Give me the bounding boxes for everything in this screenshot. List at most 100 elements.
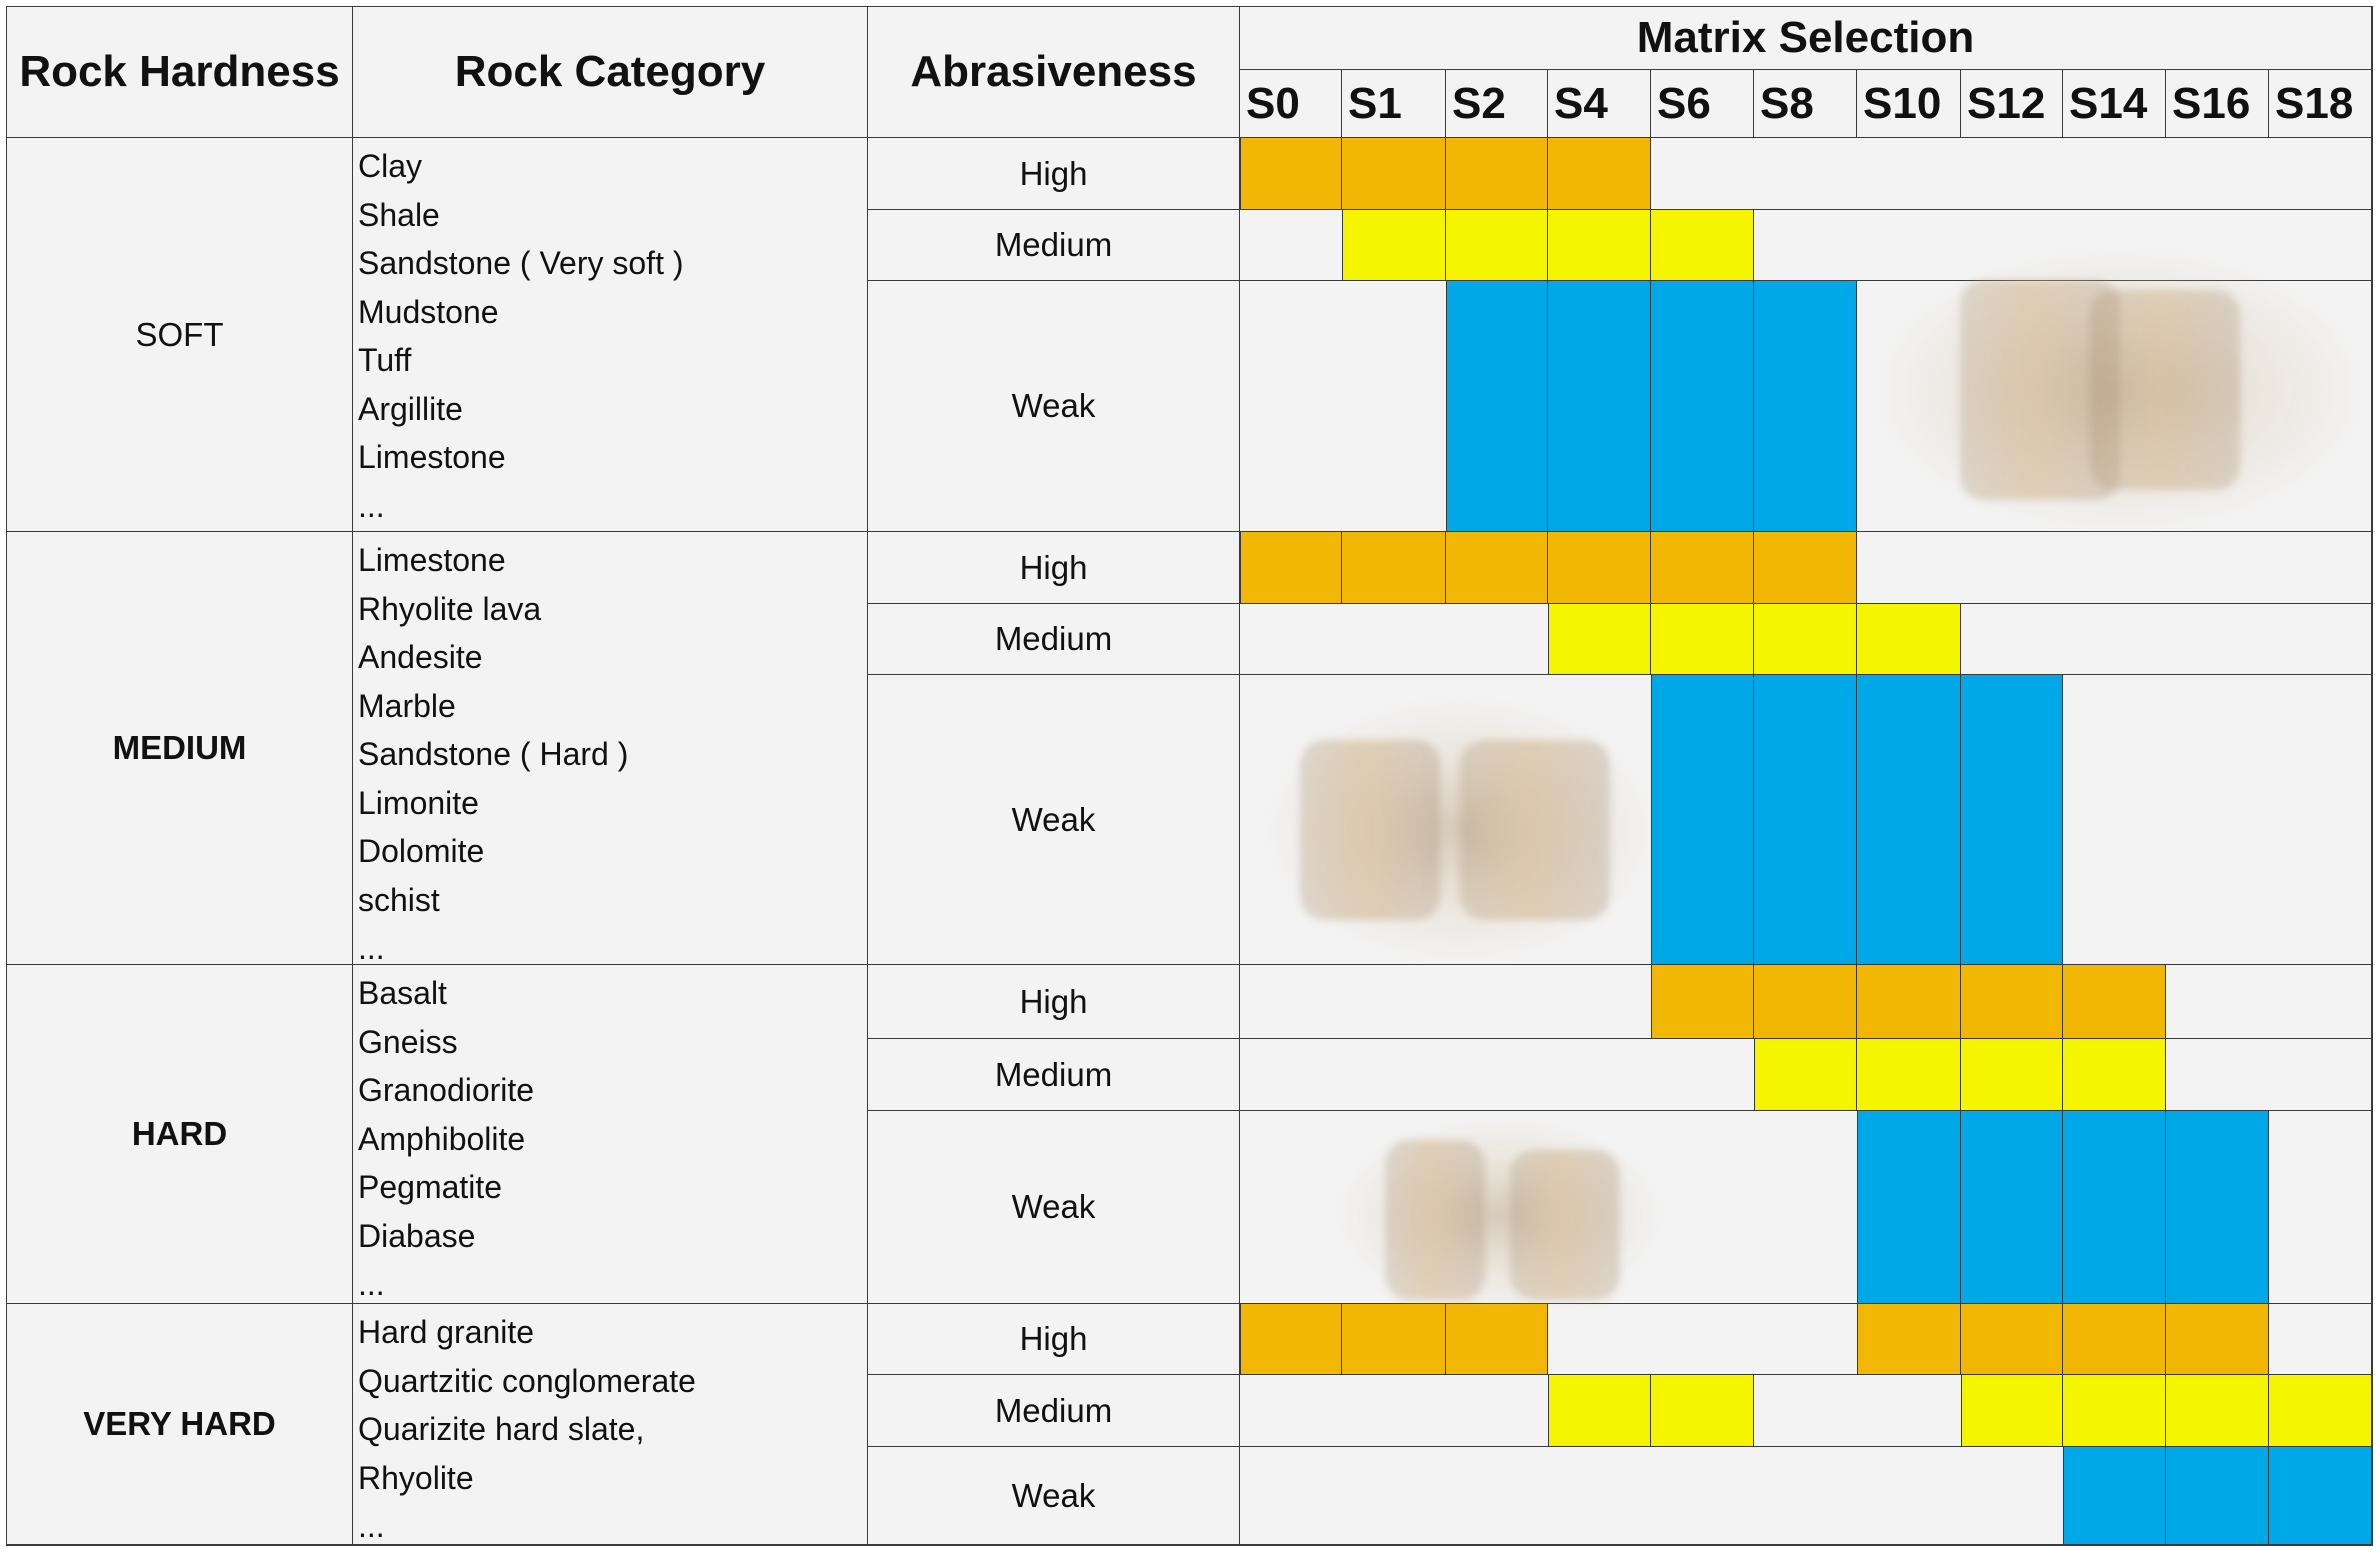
header-abrasiveness: Abrasiveness (868, 7, 1240, 138)
rock-category-item: ... (358, 930, 385, 966)
matrix-cell-medium (1342, 210, 1446, 281)
matrix-cell-weak (1548, 281, 1651, 532)
rock-category-item: Argillite (358, 390, 463, 427)
matrix-cell-high (1446, 1304, 1548, 1375)
rock-hardness-cell: SOFT (7, 138, 353, 532)
matrix-cell-weak (1961, 675, 2063, 965)
drill-bit-icon (1460, 740, 1610, 920)
matrix-column-header: S4 (1548, 70, 1651, 138)
rock-category-item: Rhyolite lava (358, 590, 542, 627)
matrix-cell-medium (1651, 210, 1754, 281)
matrix-cell-medium (1651, 1375, 1754, 1447)
rock-category-cell: Basalt Gneiss Granodiorite Amphibolite Pegma… (353, 965, 868, 1304)
matrix-cell-weak (2063, 1447, 2166, 1545)
matrix-cell-medium (1857, 604, 1961, 675)
abrasiveness-cell: Weak (868, 281, 1240, 532)
rock-category-item: Amphibolite (358, 1120, 526, 1157)
rock-category-cell: Limestone Rhyolite lava Andesite Marble Sand… (353, 532, 868, 966)
matrix-cell-high (2166, 1304, 2269, 1375)
rock-category-item: Tuff (358, 342, 412, 378)
abrasiveness-cell: High (868, 138, 1240, 210)
matrix-column-header: S1 (1342, 70, 1446, 138)
abrasiveness-cell: Weak (868, 675, 1240, 965)
rock-category-item: ... (358, 487, 385, 524)
matrix-cell-medium (1754, 604, 1857, 675)
drill-bit-icon (1385, 1140, 1485, 1300)
rock-category-item: Limestone (358, 542, 506, 578)
header-matrix-selection: Matrix Selection (1240, 7, 2372, 70)
abrasiveness-cell: High (868, 532, 1240, 604)
matrix-cell-high (1651, 965, 1754, 1039)
matrix-cell-high (1342, 138, 1446, 210)
matrix-cell-high (1446, 532, 1548, 604)
matrix-cell-high (1548, 532, 1651, 604)
matrix-cell-high (1857, 965, 1961, 1039)
rock-category-item: Hard granite (358, 1314, 535, 1350)
rock-category-item: Rhyolite (358, 1459, 474, 1496)
drill-bit-icon (2090, 290, 2240, 490)
matrix-cell-high (1446, 138, 1548, 210)
matrix-column-header: S14 (2063, 70, 2166, 138)
matrix-column-header: S0 (1240, 70, 1342, 138)
matrix-cell-high (1961, 965, 2063, 1039)
rock-category-item: Andesite (358, 639, 483, 675)
table-frame (6, 6, 2373, 1546)
matrix-column-header: S2 (1446, 70, 1548, 138)
matrix-cell-medium (1961, 1375, 2063, 1447)
rock-category-item: Sandstone ( Hard ) (358, 736, 629, 772)
matrix-cell-medium (2063, 1375, 2166, 1447)
matrix-column-header: S6 (1651, 70, 1754, 138)
abrasiveness-cell: Weak (868, 1111, 1240, 1304)
matrix-cell-high (1961, 1304, 2063, 1375)
matrix-cell-weak (1754, 675, 1857, 965)
matrix-cell-high (1240, 138, 1342, 210)
matrix-cell-medium (1548, 1375, 1651, 1447)
matrix-cell-high (1342, 532, 1446, 604)
header-rock-category: Rock Category (353, 7, 868, 138)
matrix-cell-weak (1961, 1111, 2063, 1304)
rock-category-item: ... (358, 1508, 385, 1544)
matrix-column-header: S16 (2166, 70, 2269, 138)
matrix-cell-high (2063, 965, 2166, 1039)
matrix-cell-weak (1446, 281, 1548, 532)
abrasiveness-cell: Medium (868, 1039, 1240, 1111)
rock-hardness-cell: MEDIUM (7, 532, 353, 965)
rock-category-item: Dolomite (358, 833, 485, 869)
rock-category-item: Pegmatite (358, 1169, 503, 1205)
matrix-cell-medium (1446, 210, 1548, 281)
abrasiveness-cell: High (868, 965, 1240, 1039)
matrix-cell-high (1651, 532, 1754, 604)
matrix-cell-medium (2063, 1039, 2166, 1111)
rock-hardness-cell: HARD (7, 965, 353, 1304)
rock-category-item: Quartzitic conglomerate (358, 1362, 696, 1399)
header-rock-hardness: Rock Hardness (7, 7, 353, 138)
matrix-cell-high (1240, 1304, 1342, 1375)
matrix-cell-medium (1857, 1039, 1961, 1111)
rock-hardness-cell: VERY HARD (7, 1304, 353, 1545)
matrix-cell-weak (1857, 1111, 1961, 1304)
rock-category-item: ... (358, 1266, 385, 1302)
matrix-cell-medium (2166, 1375, 2269, 1447)
matrix-column-header: S8 (1754, 70, 1857, 138)
abrasiveness-cell: Medium (868, 1375, 1240, 1447)
abrasiveness-cell: Medium (868, 210, 1240, 281)
matrix-cell-weak (2166, 1447, 2269, 1545)
drill-bit-icon (1300, 740, 1440, 920)
rock-category-cell: Clay Shale Sandstone ( Very soft ) Mudstone… (353, 138, 868, 532)
abrasiveness-cell: High (868, 1304, 1240, 1375)
rock-category-item: Limonite (358, 784, 479, 821)
matrix-cell-medium (1961, 1039, 2063, 1111)
matrix-cell-high (1754, 532, 1857, 604)
matrix-cell-high (1342, 1304, 1446, 1375)
matrix-column-header: S18 (2269, 70, 2372, 138)
rock-category-item: Shale (358, 196, 440, 233)
matrix-cell-weak (1857, 675, 1961, 965)
drill-bit-icon (1510, 1150, 1620, 1300)
matrix-cell-high (1857, 1304, 1961, 1375)
matrix-cell-medium (2269, 1375, 2372, 1447)
rock-category-item: Marble (358, 687, 456, 724)
rock-category-item: schist (358, 881, 440, 918)
abrasiveness-cell: Weak (868, 1447, 1240, 1545)
rock-category-item: Limestone (358, 439, 506, 475)
rock-category-item: Granodiorite (358, 1072, 535, 1108)
